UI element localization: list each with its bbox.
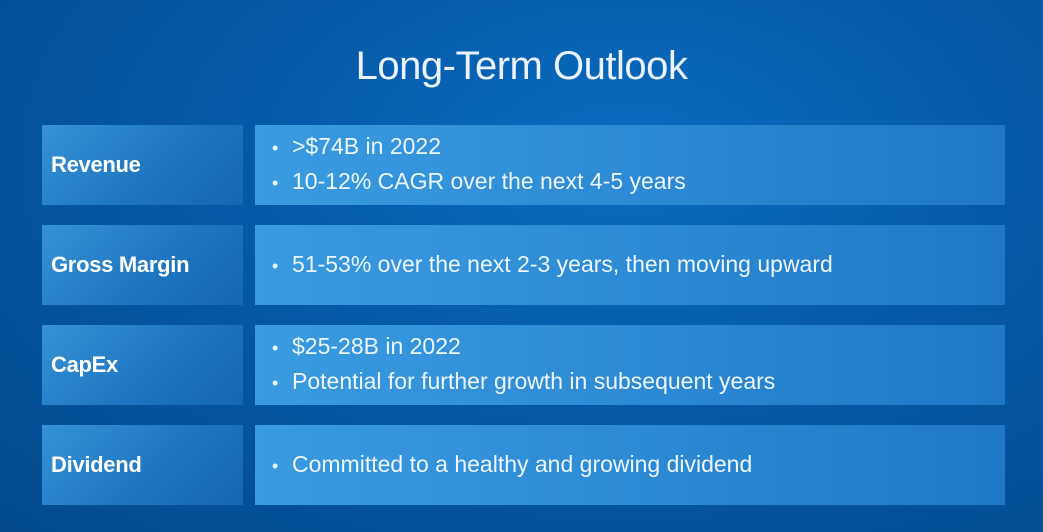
row-label: Revenue [42, 125, 243, 205]
row-label: Dividend [42, 425, 243, 505]
bullet-item: Potential for further growth in subseque… [272, 365, 1005, 400]
bullet-item: $25-28B in 2022 [272, 330, 1005, 365]
outlook-row-revenue: Revenue >$74B in 2022 10-12% CAGR over t… [42, 125, 1005, 205]
row-content: $25-28B in 2022 Potential for further gr… [255, 325, 1005, 405]
row-label: Gross Margin [42, 225, 243, 305]
slide-title: Long-Term Outlook [355, 44, 688, 88]
bullet-item: >$74B in 2022 [272, 130, 1005, 165]
bullet-item: 10-12% CAGR over the next 4-5 years [272, 165, 1005, 200]
row-label: CapEx [42, 325, 243, 405]
outlook-row-capex: CapEx $25-28B in 2022 Potential for furt… [42, 325, 1005, 405]
row-content: 51-53% over the next 2-3 years, then mov… [255, 225, 1005, 305]
outlook-row-gross-margin: Gross Margin 51-53% over the next 2-3 ye… [42, 225, 1005, 305]
row-content: Committed to a healthy and growing divid… [255, 425, 1005, 505]
bullet-item: 51-53% over the next 2-3 years, then mov… [272, 248, 1005, 283]
outlook-row-dividend: Dividend Committed to a healthy and grow… [42, 425, 1005, 505]
row-content: >$74B in 2022 10-12% CAGR over the next … [255, 125, 1005, 205]
bullet-item: Committed to a healthy and growing divid… [272, 448, 1005, 483]
